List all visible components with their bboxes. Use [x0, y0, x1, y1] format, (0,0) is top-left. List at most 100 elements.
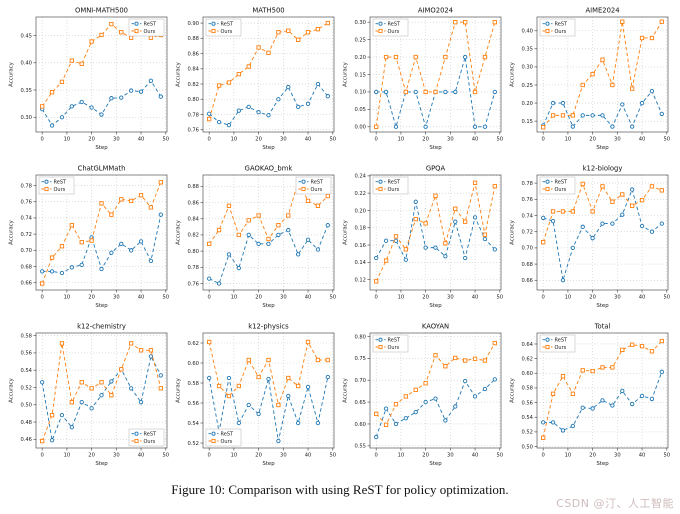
x-tick-label: 30 [614, 137, 621, 143]
y-tick-label: 0.75 [354, 356, 366, 362]
legend-label: Ours [555, 345, 567, 351]
series-rest-marker [492, 89, 497, 95]
series-rest-marker [276, 232, 281, 238]
series-rest-marker [129, 386, 134, 391]
series-ours-marker [236, 71, 241, 77]
series-ours-marker [620, 19, 625, 24]
series-ours-marker [79, 61, 84, 67]
series-rest-marker [463, 54, 468, 60]
y-axis-label: Accuracy [510, 219, 516, 244]
series-rest-marker [443, 89, 448, 95]
series-rest-marker [129, 248, 134, 253]
series-rest-marker [659, 221, 664, 226]
subplot-svg-Total: 0 10 20 30 40 50 0.50 0.52 0.54 0.56 0.58 0.60 0.62 0… [510, 323, 671, 468]
series-rest-marker [463, 255, 468, 261]
x-tick-label: 20 [422, 295, 429, 301]
series-ours-marker [560, 374, 566, 379]
series-rest-marker [296, 104, 301, 110]
series-ours-marker [119, 30, 124, 35]
series-rest-marker [570, 124, 575, 129]
y-tick-label: 0.70 [20, 248, 32, 254]
y-axis-label: Accuracy [510, 61, 516, 86]
legend-label: Ours [144, 439, 156, 445]
legend-label: Ours [54, 187, 66, 193]
series-rest-marker [109, 250, 114, 255]
series-ours-marker [148, 348, 154, 353]
y-tick-label: 0.70 [521, 246, 533, 252]
y-tick-label: 0.20 [354, 208, 366, 214]
series-rest-marker [40, 269, 45, 274]
subplot-svg-GAOKAO_bmk: 0 10 20 30 40 50 0.76 0.78 0.80 0.82 0.84 0.86 0.88 G… [176, 165, 337, 310]
series-rest-marker [236, 420, 241, 426]
x-tick-label: 10 [565, 453, 572, 459]
y-tick-label: 0.54 [521, 415, 533, 421]
series-rest-marker [69, 265, 74, 270]
series-rest-marker [433, 245, 438, 250]
y-tick-label: 0.56 [521, 400, 533, 406]
plot-title: MATH500 [252, 7, 284, 15]
legend-label: ReST [144, 22, 157, 28]
x-tick-label: 40 [639, 137, 646, 143]
series-ours-marker [216, 227, 222, 233]
series-ours-marker [148, 35, 154, 40]
y-tick-label: 0.52 [187, 441, 199, 447]
series-ours-marker [109, 212, 114, 217]
series-rest-marker [472, 124, 478, 129]
x-axis-label: Step [262, 145, 275, 151]
x-tick-label: 50 [162, 453, 169, 459]
series-rest-marker [266, 113, 271, 118]
series-rest-marker [560, 100, 566, 106]
series-rest-marker [374, 434, 379, 440]
legend-marker-square [545, 344, 550, 350]
series-rest-marker [630, 187, 635, 192]
x-tick-label: 20 [422, 137, 429, 143]
y-tick-label: 0.88 [187, 184, 199, 190]
series-ours-marker [276, 30, 281, 35]
series-ours-marker [158, 386, 163, 391]
series-ours-marker [463, 20, 468, 25]
series-ours-marker [423, 221, 428, 226]
series-ours-marker [286, 375, 291, 381]
y-tick-label: 0.20 [521, 101, 533, 107]
series-ours-marker [315, 27, 321, 32]
series-ours-marker [138, 193, 144, 198]
series-rest-marker [226, 252, 232, 257]
y-tick-label: 0.72 [521, 229, 533, 235]
y-tick-label: 0.68 [20, 264, 32, 270]
series-rest-marker [286, 227, 291, 233]
series-ours-marker [550, 391, 556, 396]
y-tick-label: 0.45 [20, 33, 32, 39]
y-tick-label: 0.62 [187, 341, 199, 347]
series-ours-marker [541, 240, 546, 245]
series-ours-marker [158, 180, 163, 185]
y-tick-label: 0.70 [354, 378, 366, 384]
series-ours-marker [129, 341, 134, 346]
series-rest-marker [492, 247, 497, 252]
legend-label: ReST [311, 180, 324, 186]
subplot-OMNI-MATH500: 0 10 20 30 40 50 0.30 0.35 0.40 0.45 OMNI-MATH500 S… [6, 4, 172, 158]
series-ours-marker [403, 247, 408, 252]
legend-marker-square [211, 28, 216, 34]
axes-frame [202, 16, 335, 133]
series-ours-marker [492, 340, 497, 346]
series-rest-marker [649, 396, 655, 402]
series-ours-marker [630, 203, 635, 208]
x-tick-label: 20 [255, 295, 262, 301]
series-rest-marker [620, 388, 625, 394]
axes-frame [35, 16, 168, 133]
series-rest-marker [138, 239, 144, 244]
x-tick-label: 10 [64, 295, 71, 301]
legend-marker-square [545, 28, 550, 34]
legend-label: ReST [555, 22, 568, 28]
legend-label: ReST [388, 338, 401, 344]
series-rest-marker [286, 84, 291, 90]
series-ours-marker [659, 188, 664, 193]
subplot-k12-biology: 0 10 20 30 40 50 0.66 0.68 0.70 0.72 0.74 0.76 0.78 k… [507, 162, 673, 316]
x-tick-label: 10 [231, 453, 238, 459]
subplot-AIMO2024: 0 10 20 30 40 50 0.00 0.05 0.10 0.15 0.20 0.25 0.30 A… [340, 4, 506, 158]
series-ours-marker [286, 213, 291, 218]
series-rest-marker [148, 258, 154, 263]
series-rest-marker [276, 438, 281, 444]
series-ours-marker [216, 383, 222, 389]
